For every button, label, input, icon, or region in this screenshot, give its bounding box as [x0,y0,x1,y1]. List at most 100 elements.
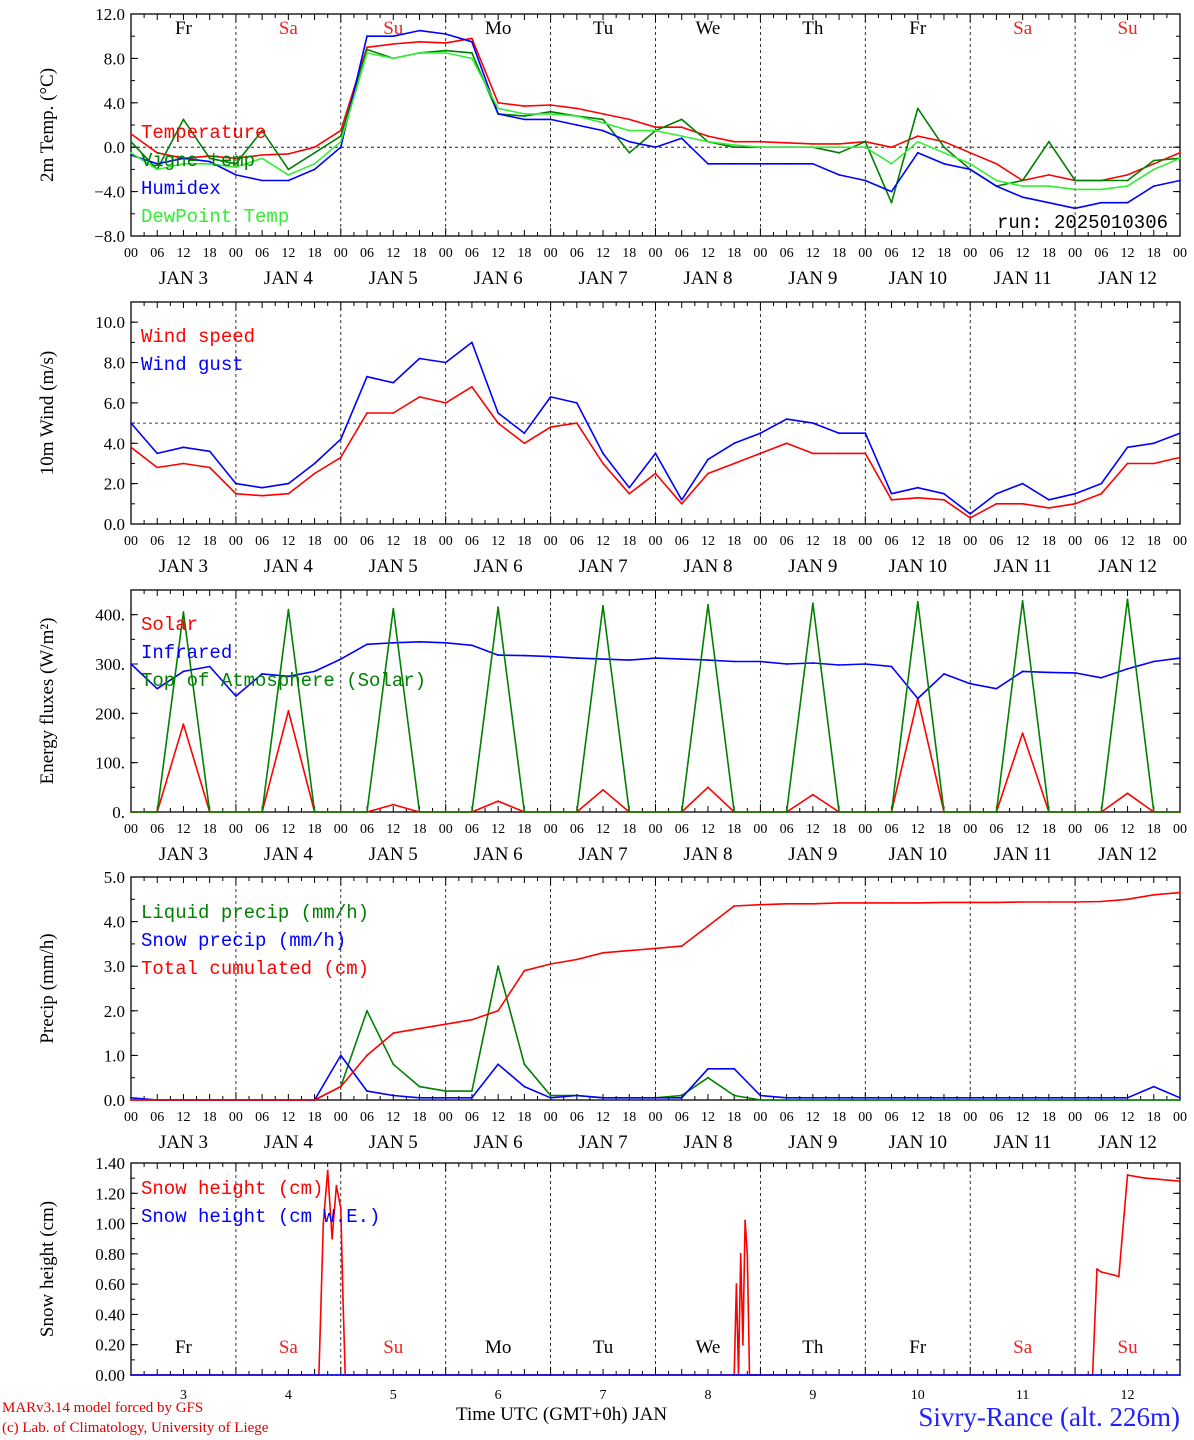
data-point [444,1023,447,1026]
data-point [287,675,290,678]
data-point [969,1096,972,1099]
data-point [1048,185,1050,188]
data-point [838,146,840,149]
date-number-label: 8 [704,1388,711,1403]
data-point [602,113,604,115]
data-point [335,1184,338,1187]
y-tick-label: 0.0 [104,138,125,157]
data-point [418,52,421,54]
data-point [575,958,578,961]
hour-label: 12 [1016,822,1030,837]
hour-label: 06 [989,246,1003,261]
data-point [654,472,657,475]
hour-label: 18 [203,534,217,549]
data-point [287,1099,290,1101]
data-point [812,146,814,149]
hour-label: 06 [675,246,689,261]
data-point [757,1374,760,1376]
hour-label: 12 [806,1110,820,1125]
hour-label: 06 [989,1110,1003,1125]
data-point [759,660,762,663]
data-point [969,1099,972,1101]
data-point [326,1169,329,1172]
data-point [812,1099,814,1101]
data-point [418,40,421,43]
hour-label: 18 [1042,822,1056,837]
data-point [785,146,788,149]
data-point [549,426,552,428]
data-point [735,1283,738,1285]
data-point [995,1099,998,1101]
y-tick-label: 0.00 [95,1366,125,1385]
date-label: JAN 12 [1098,268,1157,289]
date-label: JAN 5 [369,268,418,289]
data-point [1048,1099,1050,1101]
data-point [1179,1099,1181,1101]
data-point [838,452,840,455]
legend-entry: Wind gust [141,354,244,376]
y-tick-label: 10.0 [95,313,125,332]
legend-entry: Humidex [141,178,221,200]
hour-label: 12 [701,822,715,837]
hour-label: 12 [176,534,190,549]
hour-label: 06 [675,1110,689,1125]
data-point [916,486,919,489]
data-point [575,115,578,117]
hour-label: 12 [1121,534,1135,549]
data-point [838,902,840,904]
hour-label: 00 [649,1110,663,1125]
hour-label: 00 [649,534,663,549]
hour-label: 00 [1173,822,1187,837]
hour-label: 00 [1068,246,1082,261]
data-point [943,162,945,165]
data-point [1048,498,1050,501]
data-point [549,118,552,121]
data-point [995,811,998,813]
data-point [182,162,185,165]
hour-label: 00 [1068,822,1082,837]
hour-label: 12 [1016,534,1030,549]
hour-label: 00 [1173,246,1187,261]
data-point [444,49,447,52]
data-point [969,513,972,515]
data-point [1021,1099,1024,1101]
date-label: JAN 8 [683,1132,732,1153]
data-point [156,162,159,165]
data-point [1152,185,1155,188]
data-point [628,118,631,121]
hour-label: 00 [439,1110,453,1125]
data-point [523,118,526,121]
data-point [549,396,552,398]
data-point [890,902,893,904]
date-label: JAN 10 [888,1132,947,1153]
data-point [759,1099,762,1101]
data-point [995,179,998,182]
data-point [890,146,893,149]
data-point [471,1018,473,1021]
hour-label: 06 [1094,822,1108,837]
data-point [1126,668,1129,670]
data-point [733,144,736,146]
data-point [916,140,919,143]
data-point [444,33,447,35]
data-point [1100,492,1103,495]
data-point [182,157,185,160]
weekday-label: Sa [279,1337,299,1358]
data-point [575,811,578,813]
data-point [366,48,368,51]
hour-label: 18 [203,246,217,261]
data-point [890,162,893,165]
hour-label: 00 [753,822,767,837]
data-point [969,151,972,154]
data-point [916,1099,919,1101]
data-point [208,162,211,165]
data-point [497,422,499,424]
data-point [235,1099,237,1101]
data-point [916,697,919,700]
data-point [182,723,185,726]
data-point [785,162,788,165]
data-point [969,682,972,685]
data-point [130,1096,132,1099]
data-point [654,811,657,813]
hour-label: 12 [1121,246,1135,261]
